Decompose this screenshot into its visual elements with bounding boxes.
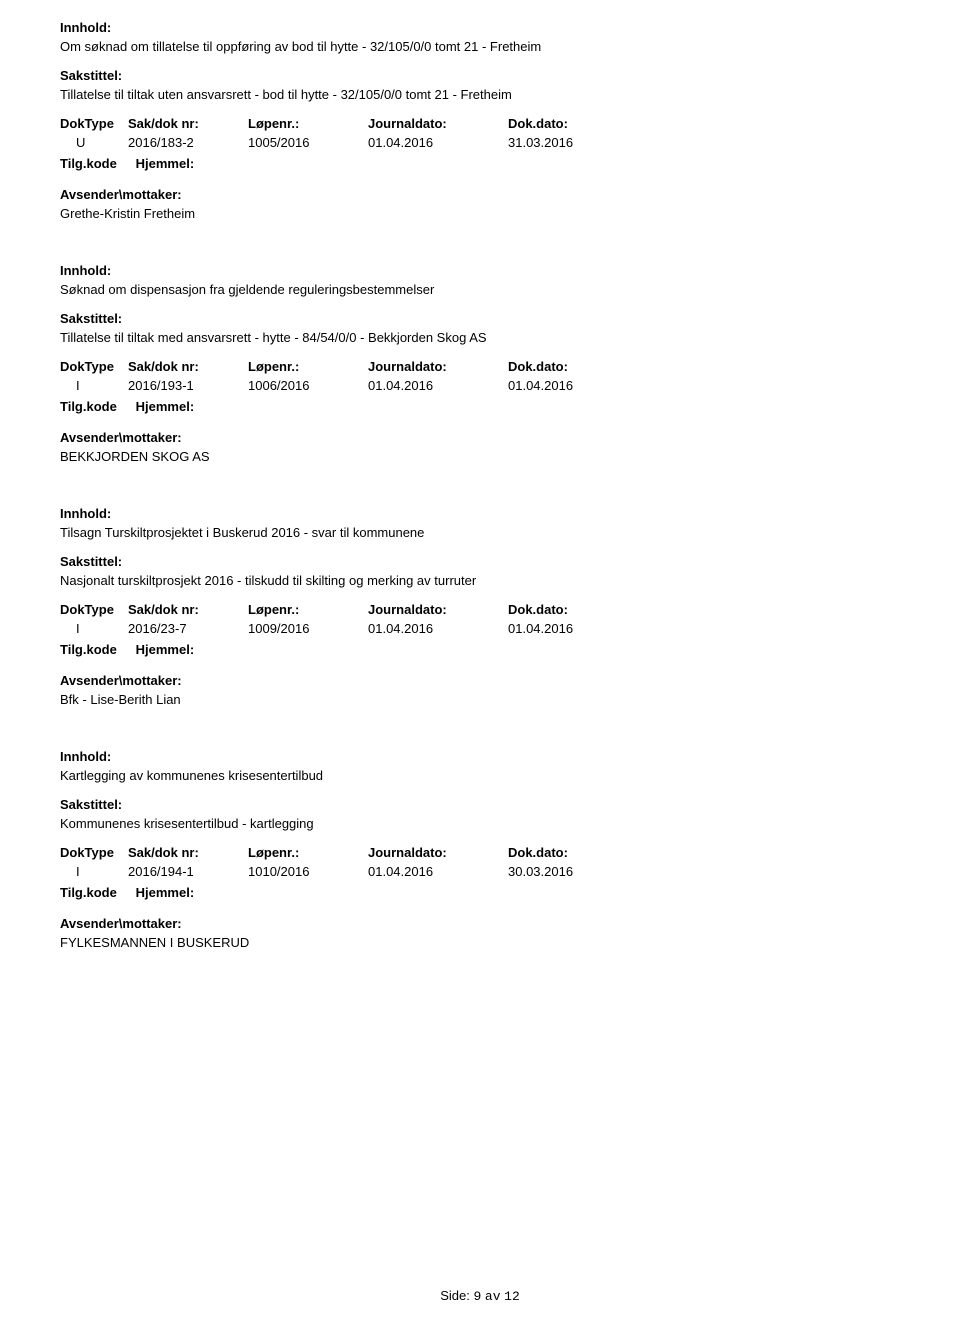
dokdato-header: Dok.dato: bbox=[508, 602, 628, 617]
dokdato-value: 31.03.2016 bbox=[508, 135, 628, 150]
doktype-value: U bbox=[60, 135, 128, 150]
journal-entry: Innhold: Om søknad om tillatelse til opp… bbox=[60, 20, 900, 221]
page-sep: av bbox=[485, 1289, 501, 1304]
header-row: DokType Sak/dok nr: Løpenr.: Journaldato… bbox=[60, 359, 900, 374]
header-row: DokType Sak/dok nr: Løpenr.: Journaldato… bbox=[60, 845, 900, 860]
tilgkode-label: Tilg.kode bbox=[60, 885, 132, 900]
doktype-header: DokType bbox=[60, 116, 128, 131]
doktype-header: DokType bbox=[60, 845, 128, 860]
page-footer: Side: 9 av 12 bbox=[0, 1288, 960, 1304]
page-current: 9 bbox=[473, 1289, 481, 1304]
hjemmel-label: Hjemmel: bbox=[136, 156, 195, 171]
tilg-row: Tilg.kode Hjemmel: bbox=[60, 642, 900, 657]
lopenr-value: 1009/2016 bbox=[248, 621, 368, 636]
sakdok-value: 2016/194-1 bbox=[128, 864, 248, 879]
avsender-label: Avsender\mottaker: bbox=[60, 673, 900, 688]
innhold-text: Kartlegging av kommunenes krisesentertil… bbox=[60, 768, 900, 783]
doktype-header: DokType bbox=[60, 359, 128, 374]
hjemmel-label: Hjemmel: bbox=[136, 642, 195, 657]
lopenr-value: 1005/2016 bbox=[248, 135, 368, 150]
doktype-header: DokType bbox=[60, 602, 128, 617]
sakdok-value: 2016/23-7 bbox=[128, 621, 248, 636]
journaldato-header: Journaldato: bbox=[368, 602, 508, 617]
avsender-label: Avsender\mottaker: bbox=[60, 916, 900, 931]
dokdato-value: 01.04.2016 bbox=[508, 378, 628, 393]
side-label: Side: bbox=[440, 1288, 470, 1303]
journaldato-header: Journaldato: bbox=[368, 116, 508, 131]
innhold-text: Om søknad om tillatelse til oppføring av… bbox=[60, 39, 900, 54]
dokdato-header: Dok.dato: bbox=[508, 845, 628, 860]
sakstittel-label: Sakstittel: bbox=[60, 311, 900, 326]
sakdok-value: 2016/183-2 bbox=[128, 135, 248, 150]
sakstittel-label: Sakstittel: bbox=[60, 68, 900, 83]
value-row: I 2016/193-1 1006/2016 01.04.2016 01.04.… bbox=[60, 378, 900, 393]
doktype-value: I bbox=[60, 378, 128, 393]
journaldato-value: 01.04.2016 bbox=[368, 864, 508, 879]
sakstittel-label: Sakstittel: bbox=[60, 797, 900, 812]
avsender-value: Grethe-Kristin Fretheim bbox=[60, 206, 900, 221]
value-row: I 2016/23-7 1009/2016 01.04.2016 01.04.2… bbox=[60, 621, 900, 636]
sakdok-header: Sak/dok nr: bbox=[128, 359, 248, 374]
avsender-label: Avsender\mottaker: bbox=[60, 187, 900, 202]
lopenr-header: Løpenr.: bbox=[248, 116, 368, 131]
tilgkode-label: Tilg.kode bbox=[60, 156, 132, 171]
header-row: DokType Sak/dok nr: Løpenr.: Journaldato… bbox=[60, 116, 900, 131]
avsender-value: FYLKESMANNEN I BUSKERUD bbox=[60, 935, 900, 950]
doktype-value: I bbox=[60, 621, 128, 636]
journaldato-value: 01.04.2016 bbox=[368, 621, 508, 636]
sakdok-header: Sak/dok nr: bbox=[128, 602, 248, 617]
lopenr-value: 1010/2016 bbox=[248, 864, 368, 879]
sakdok-header: Sak/dok nr: bbox=[128, 116, 248, 131]
innhold-text: Søknad om dispensasjon fra gjeldende reg… bbox=[60, 282, 900, 297]
lopenr-header: Løpenr.: bbox=[248, 845, 368, 860]
lopenr-header: Løpenr.: bbox=[248, 359, 368, 374]
value-row: I 2016/194-1 1010/2016 01.04.2016 30.03.… bbox=[60, 864, 900, 879]
avsender-value: Bfk - Lise-Berith Lian bbox=[60, 692, 900, 707]
journal-entry: Innhold: Søknad om dispensasjon fra gjel… bbox=[60, 263, 900, 464]
sakdok-value: 2016/193-1 bbox=[128, 378, 248, 393]
dokdato-value: 30.03.2016 bbox=[508, 864, 628, 879]
tilgkode-label: Tilg.kode bbox=[60, 399, 132, 414]
lopenr-value: 1006/2016 bbox=[248, 378, 368, 393]
value-row: U 2016/183-2 1005/2016 01.04.2016 31.03.… bbox=[60, 135, 900, 150]
innhold-label: Innhold: bbox=[60, 20, 900, 35]
innhold-text: Tilsagn Turskiltprosjektet i Buskerud 20… bbox=[60, 525, 900, 540]
journal-entry: Innhold: Kartlegging av kommunenes krise… bbox=[60, 749, 900, 950]
dokdato-header: Dok.dato: bbox=[508, 359, 628, 374]
tilg-row: Tilg.kode Hjemmel: bbox=[60, 156, 900, 171]
tilg-row: Tilg.kode Hjemmel: bbox=[60, 885, 900, 900]
tilg-row: Tilg.kode Hjemmel: bbox=[60, 399, 900, 414]
page-total: 12 bbox=[504, 1289, 520, 1304]
innhold-label: Innhold: bbox=[60, 749, 900, 764]
journaldato-value: 01.04.2016 bbox=[368, 135, 508, 150]
avsender-value: BEKKJORDEN SKOG AS bbox=[60, 449, 900, 464]
journaldato-header: Journaldato: bbox=[368, 845, 508, 860]
hjemmel-label: Hjemmel: bbox=[136, 885, 195, 900]
sakstittel-text: Kommunenes krisesentertilbud - kartleggi… bbox=[60, 816, 900, 831]
header-row: DokType Sak/dok nr: Løpenr.: Journaldato… bbox=[60, 602, 900, 617]
sakstittel-text: Tillatelse til tiltak med ansvarsrett - … bbox=[60, 330, 900, 345]
hjemmel-label: Hjemmel: bbox=[136, 399, 195, 414]
journaldato-value: 01.04.2016 bbox=[368, 378, 508, 393]
journal-entry: Innhold: Tilsagn Turskiltprosjektet i Bu… bbox=[60, 506, 900, 707]
sakstittel-text: Tillatelse til tiltak uten ansvarsrett -… bbox=[60, 87, 900, 102]
journaldato-header: Journaldato: bbox=[368, 359, 508, 374]
tilgkode-label: Tilg.kode bbox=[60, 642, 132, 657]
innhold-label: Innhold: bbox=[60, 506, 900, 521]
dokdato-value: 01.04.2016 bbox=[508, 621, 628, 636]
innhold-label: Innhold: bbox=[60, 263, 900, 278]
sakstittel-label: Sakstittel: bbox=[60, 554, 900, 569]
sakdok-header: Sak/dok nr: bbox=[128, 845, 248, 860]
avsender-label: Avsender\mottaker: bbox=[60, 430, 900, 445]
doktype-value: I bbox=[60, 864, 128, 879]
lopenr-header: Løpenr.: bbox=[248, 602, 368, 617]
dokdato-header: Dok.dato: bbox=[508, 116, 628, 131]
sakstittel-text: Nasjonalt turskiltprosjekt 2016 - tilsku… bbox=[60, 573, 900, 588]
